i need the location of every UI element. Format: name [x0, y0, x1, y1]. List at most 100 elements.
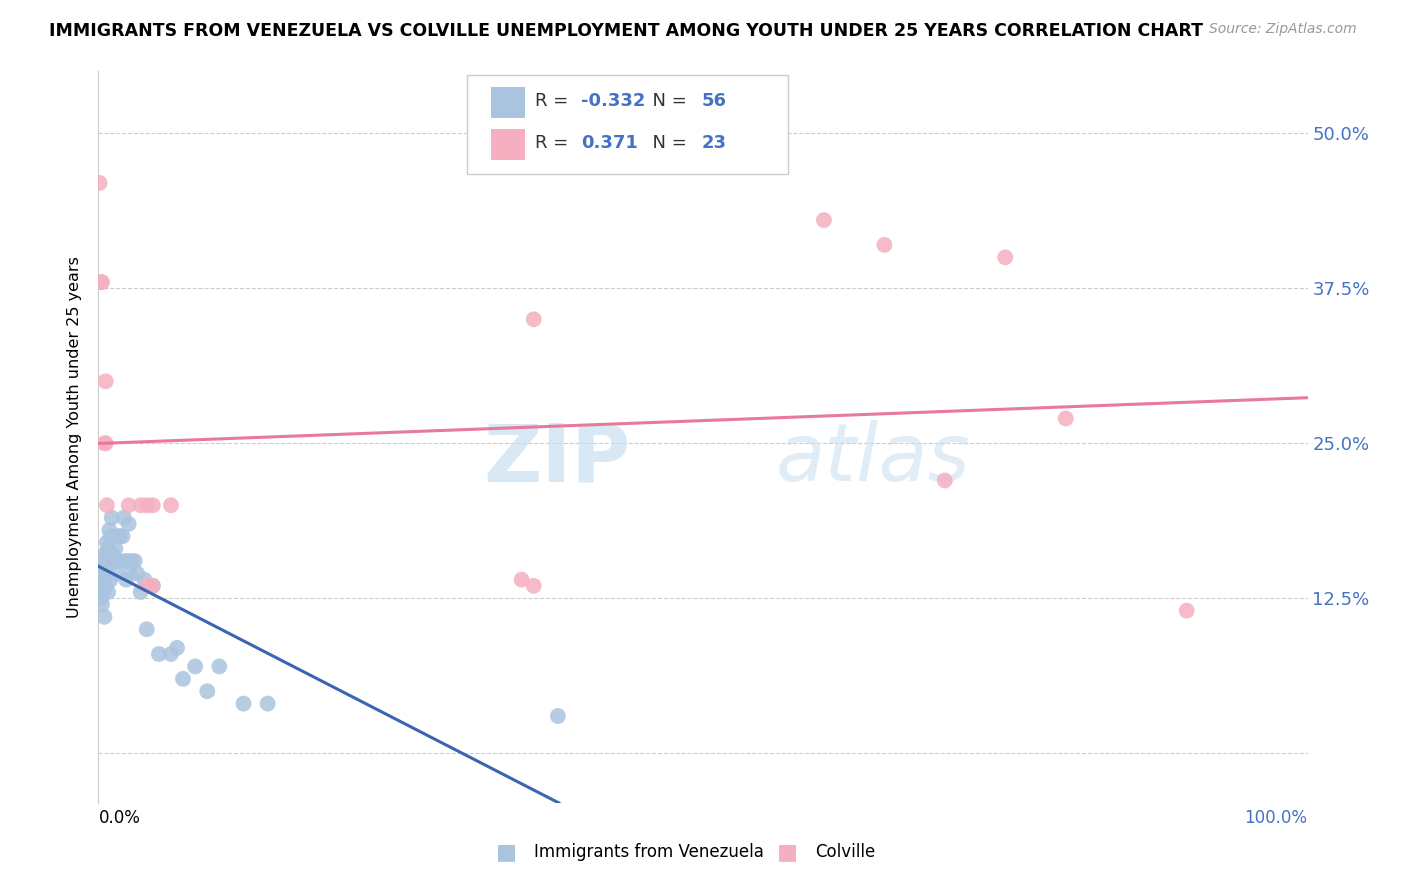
- Point: [89, 176, 111, 190]
- Point: [510, 573, 533, 587]
- Point: [114, 554, 136, 568]
- Point: [1054, 411, 1077, 425]
- Point: [124, 554, 146, 568]
- Point: [91, 275, 114, 289]
- Point: [91, 598, 114, 612]
- Point: [127, 566, 149, 581]
- Text: Source: ZipAtlas.com: Source: ZipAtlas.com: [1209, 22, 1357, 37]
- Point: [523, 579, 546, 593]
- Point: [100, 529, 122, 543]
- Point: [195, 684, 218, 698]
- FancyBboxPatch shape: [492, 129, 526, 160]
- Point: [134, 573, 156, 587]
- Point: [118, 554, 141, 568]
- Point: [111, 529, 134, 543]
- Point: [89, 585, 111, 599]
- Point: [98, 554, 121, 568]
- Point: [142, 579, 165, 593]
- Y-axis label: Unemployment Among Youth under 25 years: Unemployment Among Youth under 25 years: [67, 256, 83, 618]
- FancyBboxPatch shape: [467, 75, 787, 174]
- Point: [89, 554, 111, 568]
- Text: Colville: Colville: [815, 843, 876, 861]
- Point: [93, 548, 115, 562]
- Point: [256, 697, 278, 711]
- Point: [93, 610, 115, 624]
- Text: ■: ■: [496, 842, 516, 862]
- Point: [100, 510, 122, 524]
- Point: [118, 498, 141, 512]
- Point: [91, 573, 114, 587]
- Text: 56: 56: [702, 92, 727, 110]
- Point: [184, 659, 207, 673]
- Point: [96, 498, 118, 512]
- Point: [97, 585, 120, 599]
- Text: -0.332: -0.332: [581, 92, 645, 110]
- Text: atlas: atlas: [776, 420, 970, 498]
- Point: [166, 640, 188, 655]
- FancyBboxPatch shape: [492, 87, 526, 118]
- Point: [108, 554, 131, 568]
- Point: [160, 647, 183, 661]
- Point: [93, 436, 115, 450]
- Point: [89, 573, 111, 587]
- Text: R =: R =: [534, 92, 574, 110]
- Point: [97, 541, 120, 556]
- Point: [101, 548, 124, 562]
- Point: [142, 498, 165, 512]
- Point: [96, 535, 118, 549]
- Point: [94, 436, 117, 450]
- Point: [118, 566, 141, 581]
- Point: [1175, 604, 1198, 618]
- Point: [115, 573, 138, 587]
- Point: [135, 498, 157, 512]
- Point: [90, 554, 112, 568]
- Point: [98, 523, 121, 537]
- Point: [103, 554, 125, 568]
- Point: [129, 498, 152, 512]
- Point: [94, 579, 117, 593]
- Point: [96, 566, 118, 581]
- Point: [90, 275, 112, 289]
- Point: [112, 510, 135, 524]
- Point: [107, 529, 129, 543]
- Point: [91, 554, 114, 568]
- Text: 0.371: 0.371: [581, 134, 638, 152]
- Point: [232, 697, 254, 711]
- Point: [523, 312, 546, 326]
- Point: [135, 579, 157, 593]
- Text: IMMIGRANTS FROM VENEZUELA VS COLVILLE UNEMPLOYMENT AMONG YOUTH UNDER 25 YEARS CO: IMMIGRANTS FROM VENEZUELA VS COLVILLE UN…: [49, 22, 1204, 40]
- Point: [135, 622, 157, 636]
- Text: ■: ■: [778, 842, 797, 862]
- Point: [121, 554, 143, 568]
- Point: [91, 585, 114, 599]
- Point: [91, 560, 114, 574]
- Point: [873, 238, 896, 252]
- Point: [100, 573, 122, 587]
- Text: 0.0%: 0.0%: [98, 809, 141, 827]
- Point: [94, 374, 117, 388]
- Point: [208, 659, 231, 673]
- Point: [994, 250, 1017, 264]
- Text: ZIP: ZIP: [484, 420, 630, 498]
- Point: [172, 672, 194, 686]
- Text: R =: R =: [534, 134, 579, 152]
- Point: [547, 709, 569, 723]
- Text: N =: N =: [641, 92, 693, 110]
- Point: [813, 213, 835, 227]
- Point: [160, 498, 183, 512]
- Text: N =: N =: [641, 134, 693, 152]
- Point: [94, 554, 117, 568]
- Text: 23: 23: [702, 134, 727, 152]
- Text: Immigrants from Venezuela: Immigrants from Venezuela: [534, 843, 763, 861]
- Point: [148, 647, 170, 661]
- Point: [104, 541, 127, 556]
- Text: 100.0%: 100.0%: [1244, 809, 1308, 827]
- Point: [90, 566, 112, 581]
- Point: [93, 566, 115, 581]
- Point: [934, 474, 956, 488]
- Point: [129, 585, 152, 599]
- Point: [118, 516, 141, 531]
- Point: [105, 566, 128, 581]
- Point: [108, 529, 131, 543]
- Point: [90, 591, 112, 606]
